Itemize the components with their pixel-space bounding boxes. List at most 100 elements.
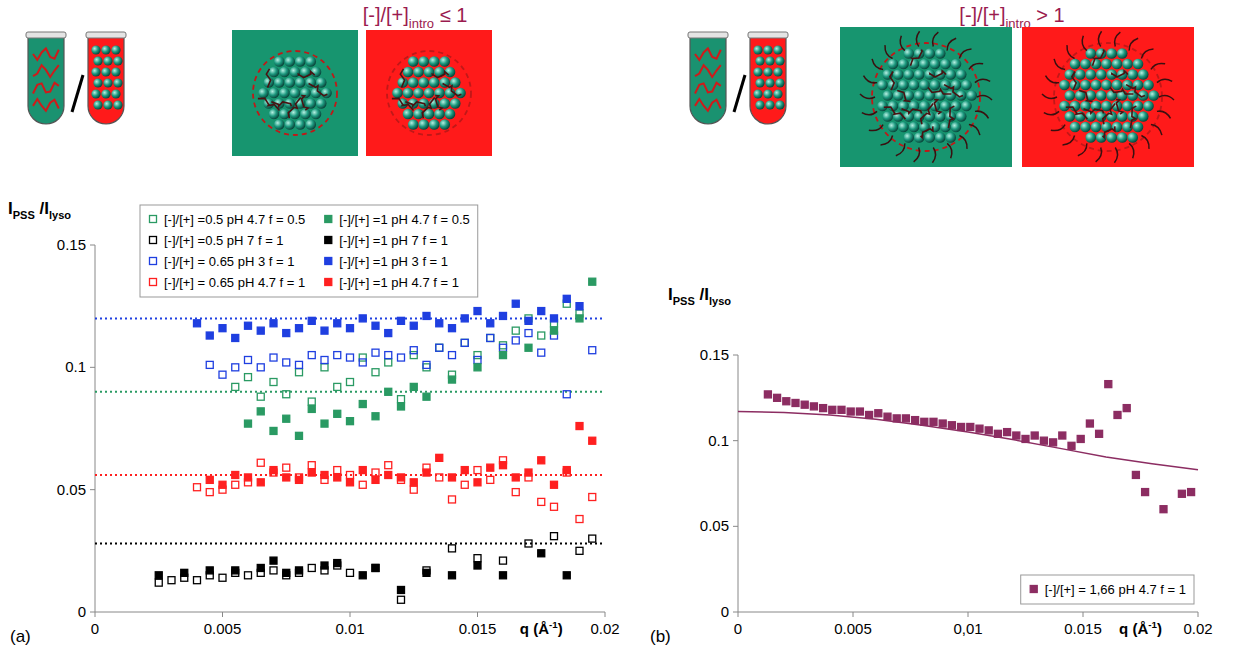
y-tick	[90, 489, 95, 490]
chain	[298, 72, 314, 78]
data-point	[398, 403, 405, 410]
tube-rim	[748, 32, 788, 38]
data-point	[1123, 405, 1130, 412]
y-tick	[733, 526, 738, 527]
data-point	[283, 464, 290, 471]
legend-label: [-]/[+] = 0.65 pH 4.7 f = 1	[164, 275, 305, 290]
chain	[400, 69, 405, 87]
sphere	[1085, 132, 1096, 143]
sphere	[773, 45, 782, 54]
corona-chain	[1159, 96, 1174, 100]
schematic-title-part: ≤ 1	[434, 4, 467, 26]
corona-chain	[1157, 79, 1172, 82]
data-point	[245, 420, 252, 427]
data-point	[512, 327, 519, 334]
fit-line	[738, 412, 1198, 470]
data-point	[500, 462, 507, 469]
data-point	[359, 401, 366, 408]
sphere	[429, 56, 440, 67]
data-point	[334, 383, 341, 390]
data-point	[1077, 435, 1084, 442]
data-point	[525, 344, 532, 351]
sphere	[877, 101, 888, 112]
sphere	[408, 77, 419, 88]
x-tick-label: 0.015	[1064, 620, 1102, 637]
data-point	[576, 547, 583, 554]
data-point	[1132, 471, 1139, 478]
sphere	[439, 56, 450, 67]
data-point	[512, 474, 519, 481]
chain	[405, 102, 425, 107]
data-point	[296, 325, 303, 332]
x-tick-label: 0.01	[335, 620, 364, 637]
x-tick	[222, 612, 223, 617]
sphere	[1117, 48, 1128, 59]
sphere	[418, 56, 429, 67]
data-point	[474, 562, 481, 569]
corona-chain	[933, 32, 939, 46]
corona-chain	[1063, 136, 1075, 145]
data-point	[219, 371, 226, 378]
data-point	[461, 339, 468, 346]
data-point	[576, 423, 583, 430]
sphere	[403, 109, 414, 120]
data-point	[155, 572, 162, 579]
sphere	[101, 67, 110, 76]
data-point	[410, 383, 417, 390]
panel-label: (b)	[650, 627, 671, 646]
data-point	[1114, 411, 1121, 418]
data-point	[245, 474, 252, 481]
sphere	[755, 100, 764, 109]
data-point	[774, 394, 781, 401]
corona-chain	[975, 79, 990, 82]
data-point	[410, 322, 417, 329]
sphere	[1080, 59, 1091, 70]
tube-rim	[26, 32, 66, 38]
data-point	[321, 327, 328, 334]
data-point	[866, 411, 873, 418]
data-point	[461, 315, 468, 322]
corona-chain	[864, 76, 878, 83]
data-point	[232, 481, 239, 488]
data-point	[512, 300, 519, 307]
data-point	[398, 396, 405, 403]
data-point	[372, 476, 379, 483]
y-tick	[733, 440, 738, 441]
data-point	[551, 533, 558, 540]
sphere	[945, 69, 956, 80]
corona-chain	[1157, 111, 1171, 118]
corona-chain	[1046, 76, 1060, 83]
chain	[33, 99, 59, 111]
data-point	[385, 359, 392, 366]
data-point	[538, 498, 545, 505]
chain	[897, 90, 910, 101]
x-axis-title: q (Å-1)	[1119, 619, 1162, 637]
data-point	[270, 379, 277, 386]
x-tick	[95, 612, 96, 617]
data-point	[939, 420, 946, 427]
data-point	[884, 413, 891, 420]
sphere	[1080, 122, 1091, 133]
corona-chain	[914, 147, 920, 161]
sphere	[765, 56, 774, 65]
data-point	[372, 369, 379, 376]
sphere	[424, 67, 435, 78]
data-point	[245, 374, 252, 381]
data-point	[792, 399, 799, 406]
chain	[1116, 100, 1123, 115]
corona-chain	[900, 36, 905, 51]
x-axis-title-part: )	[558, 620, 563, 637]
data-point	[512, 489, 519, 496]
data-point	[525, 469, 532, 476]
data-point	[321, 562, 328, 569]
x-tick	[605, 612, 606, 617]
y-axis-title-part: lyso	[49, 209, 71, 221]
y-tick-label: 0	[78, 603, 86, 620]
data-point	[930, 418, 937, 425]
data-point	[283, 330, 290, 337]
data-point	[283, 359, 290, 366]
sphere	[1075, 69, 1086, 80]
cluster-outline	[253, 51, 337, 135]
data-point	[385, 330, 392, 337]
data-point	[308, 352, 315, 359]
